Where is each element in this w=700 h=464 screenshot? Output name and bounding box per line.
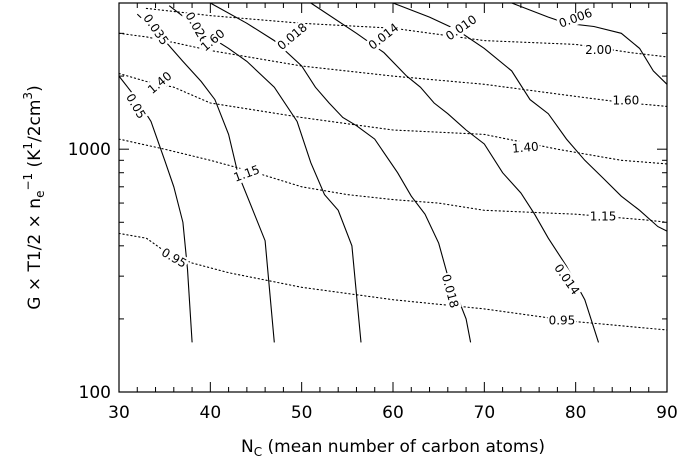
contour-label: 0.95 <box>549 314 576 328</box>
solid-contour-line <box>511 2 668 85</box>
contour-label-bg <box>273 19 311 54</box>
contour-label-bg <box>139 10 173 49</box>
contour-label-bg <box>588 209 618 224</box>
contour-label: 1.60 <box>613 93 640 107</box>
y-tick-label: 100 <box>79 383 111 403</box>
contour-label-bg <box>547 313 577 328</box>
x-tick-label: 60 <box>382 403 404 423</box>
contour-label-bg <box>611 93 641 108</box>
contour-label: 1.15 <box>590 210 617 224</box>
contour-label-bg <box>510 139 541 156</box>
x-axis-title: NC (mean number of carbon atoms) <box>241 437 545 459</box>
contour-label-bg <box>144 68 176 98</box>
solid-contour-line <box>136 13 275 343</box>
contour-label-bg <box>584 42 613 57</box>
x-tick-label: 40 <box>200 403 222 423</box>
dotted-contour-line <box>118 138 668 223</box>
contour-label-bg <box>556 5 595 31</box>
contour-label-bg <box>364 19 403 54</box>
x-tick-label: 30 <box>108 403 130 423</box>
x-tick-label: 50 <box>291 403 313 423</box>
contour-label-bg <box>442 11 481 44</box>
contour-label-bg <box>197 25 229 55</box>
y-tick-label: 1000 <box>68 140 111 160</box>
contour-label-bg <box>550 260 584 299</box>
contour-label-bg <box>122 90 150 123</box>
contour-label-bg <box>230 162 263 186</box>
x-tick-label: 70 <box>474 403 496 423</box>
x-tick-label: 90 <box>656 403 678 423</box>
solid-contour-line <box>310 2 600 343</box>
contour-label: 1.40 <box>511 140 539 156</box>
contour-label-bg <box>181 8 213 48</box>
x-tick-label: 80 <box>565 403 587 423</box>
contour-label-bg <box>158 244 190 272</box>
contour-label: 2.00 <box>585 43 612 57</box>
axes: 30 40 50 60 70 80 90 100 1000 <box>68 2 678 423</box>
dotted-contour-line <box>145 7 668 58</box>
y-axis-title: G × T1/2 × ne−1 (K1/2cm3) <box>21 85 47 309</box>
contour-label-bg <box>438 271 462 311</box>
